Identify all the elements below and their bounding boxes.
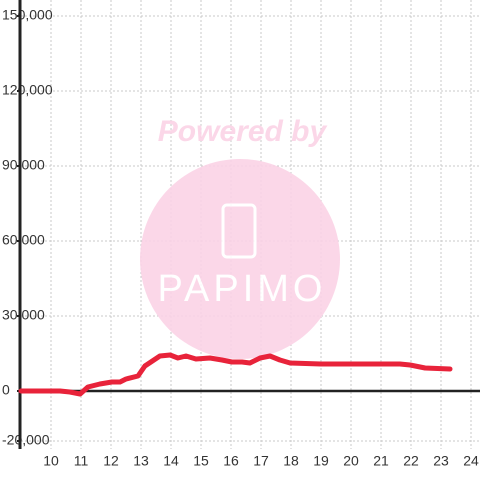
y-tick-label: 60,000 <box>2 232 45 248</box>
watermark: Powered by PAPIMO <box>140 115 340 359</box>
x-tick-label: 15 <box>193 453 209 469</box>
watermark-circle <box>140 159 340 359</box>
watermark-icon <box>221 203 257 259</box>
x-tick-label: 21 <box>373 453 389 469</box>
y-tick-label: 90,000 <box>2 157 45 173</box>
y-tick-label: 0 <box>2 382 10 398</box>
x-tick-label: 18 <box>283 453 299 469</box>
x-tick-label: 24 <box>463 453 479 469</box>
x-tick-label: 14 <box>163 453 179 469</box>
x-tick-label: 12 <box>103 453 119 469</box>
x-tick-label: 20 <box>343 453 359 469</box>
watermark-logo: PAPIMO <box>158 268 327 310</box>
x-tick-label: 10 <box>43 453 59 469</box>
x-tick-label: 22 <box>403 453 419 469</box>
x-tick-label: 17 <box>253 453 269 469</box>
y-tick-label: 150,000 <box>2 7 53 23</box>
x-tick-label: 16 <box>223 453 239 469</box>
x-tick-label: 11 <box>74 453 89 469</box>
y-tick-label: -20,000 <box>2 432 50 448</box>
y-tick-label: 120,000 <box>2 82 53 98</box>
x-tick-label: 19 <box>313 453 329 469</box>
watermark-text: Powered by <box>158 115 328 148</box>
x-tick-label: 13 <box>133 453 149 469</box>
x-tick-label: 23 <box>433 453 449 469</box>
series-line <box>18 352 453 397</box>
y-tick-label: 30,000 <box>2 307 45 323</box>
